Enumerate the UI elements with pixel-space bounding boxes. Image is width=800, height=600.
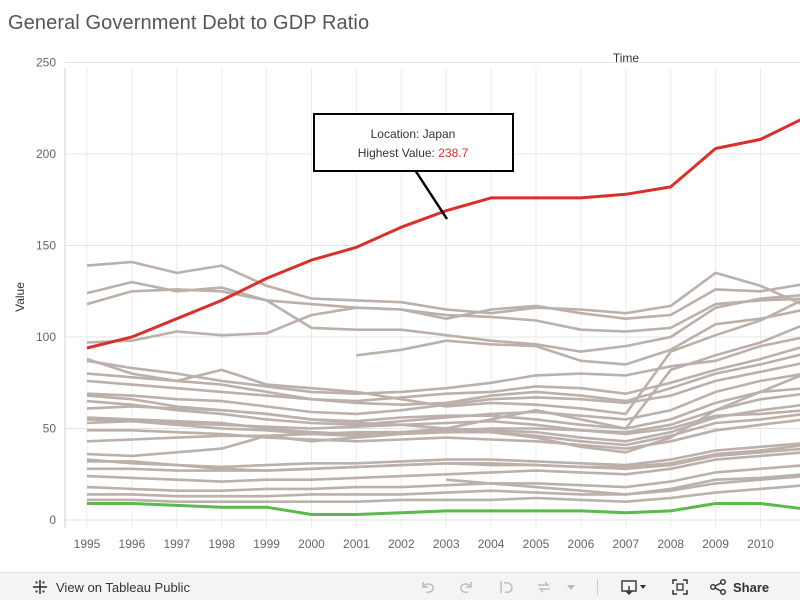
share-label: Share: [733, 579, 770, 595]
series-line-s21[interactable]: [87, 484, 800, 503]
pause-dropdown-icon: [566, 582, 576, 592]
tooltip-value-line: Highest Value: 238.7: [358, 146, 469, 160]
series-line-s23[interactable]: [86, 299, 800, 416]
series-line-s7[interactable]: [86, 346, 800, 403]
tableau-toolbar: View on Tableau Public Share: [0, 572, 800, 600]
share-icon: [709, 578, 727, 596]
series-line-s26[interactable]: [86, 393, 800, 443]
x-tick-label: 2009: [702, 537, 729, 551]
tableau-logo-icon: [32, 579, 48, 595]
x-tick-label: 1999: [253, 537, 280, 551]
x-tick-label: 2005: [523, 537, 550, 551]
pause-dropdown-button[interactable]: [566, 573, 576, 600]
tooltip-value: 238.7: [438, 146, 468, 160]
redo-button[interactable]: [457, 573, 475, 600]
view-on-tableau-button[interactable]: View on Tableau Public: [32, 573, 190, 600]
revert-button[interactable]: [497, 573, 515, 600]
x-tick-label: 2003: [433, 537, 460, 551]
series-line-s3[interactable]: [86, 288, 800, 353]
series-line-s8[interactable]: [86, 353, 800, 406]
series-line-lowest[interactable]: [87, 502, 800, 516]
series-line-s25[interactable]: [86, 374, 800, 454]
y-tick-label: 200: [36, 147, 56, 161]
series-line-s22[interactable]: [446, 475, 800, 496]
x-axis-label: Time: [613, 51, 640, 65]
fullscreen-button[interactable]: [671, 573, 689, 600]
x-tick-label: 2010: [747, 537, 774, 551]
series-line-s5[interactable]: [356, 309, 800, 366]
series-line-s1[interactable]: [86, 260, 800, 315]
x-tick-label: 2008: [657, 537, 684, 551]
fullscreen-icon: [671, 578, 689, 596]
revert-icon: [497, 578, 515, 596]
x-tick-label: 2001: [343, 537, 370, 551]
series-line-s15[interactable]: [86, 413, 800, 458]
y-tick-label: 250: [36, 56, 56, 70]
x-tick-label: 1997: [163, 537, 190, 551]
undo-icon: [419, 578, 437, 596]
series-line-s9[interactable]: [86, 362, 800, 416]
series-line-japan[interactable]: [86, 117, 800, 350]
x-tick-label: 1995: [74, 537, 101, 551]
series-line-s20[interactable]: [87, 473, 800, 498]
y-tick-label: 0: [49, 513, 56, 527]
series-line-s6[interactable]: [86, 336, 800, 395]
y-tick-label: 100: [36, 330, 56, 344]
tooltip-leader-line: [413, 169, 449, 220]
y-tick-label: 150: [36, 239, 56, 253]
undo-button[interactable]: [419, 573, 437, 600]
y-axis-label: Value: [13, 282, 27, 312]
x-tick-label: 2007: [612, 537, 639, 551]
tooltip-value-label: Highest Value:: [358, 146, 439, 160]
x-tick-label: 2002: [388, 537, 415, 551]
series-line-s4[interactable]: [86, 297, 800, 344]
toolbar-divider: [597, 579, 598, 595]
series-line-s18[interactable]: [87, 444, 800, 472]
series-line-s27[interactable]: [86, 451, 800, 483]
series-line-s14[interactable]: [87, 418, 800, 450]
line-chart: 0 50 100 150 200 250 1995 1996 1997 1998 1999 2000…: [13, 51, 800, 551]
series-line-s19[interactable]: [86, 464, 800, 492]
x-tick-label: 1998: [208, 537, 235, 551]
x-axis-ticks: 1995 1996 1997 1998 1999 2000 2001 2002 2003 2004…: [74, 537, 775, 551]
redo-icon: [457, 578, 475, 596]
view-on-tableau-label: View on Tableau Public: [56, 579, 190, 595]
chart-title: General Government Debt to GDP Ratio: [8, 12, 370, 34]
y-axis-ticks: 0 50 100 150 200 250: [36, 56, 56, 528]
x-tick-label: 2000: [298, 537, 325, 551]
x-tick-label: 2004: [478, 537, 505, 551]
series-lines: [86, 117, 800, 516]
x-tick-label: 1996: [119, 537, 146, 551]
series-line-s10[interactable]: [86, 373, 800, 427]
refresh-button[interactable]: [535, 573, 553, 600]
tooltip-location: Location: Japan: [371, 127, 456, 141]
series-line-s13[interactable]: [86, 409, 800, 436]
refresh-icon: [535, 578, 553, 596]
download-icon: [620, 578, 648, 596]
x-tick-label: 2006: [568, 537, 595, 551]
download-button[interactable]: [620, 573, 648, 600]
y-tick-label: 50: [43, 422, 57, 436]
series-line-s2[interactable]: [86, 280, 800, 320]
tooltip-box: [313, 113, 514, 172]
share-button[interactable]: Share: [709, 573, 769, 600]
